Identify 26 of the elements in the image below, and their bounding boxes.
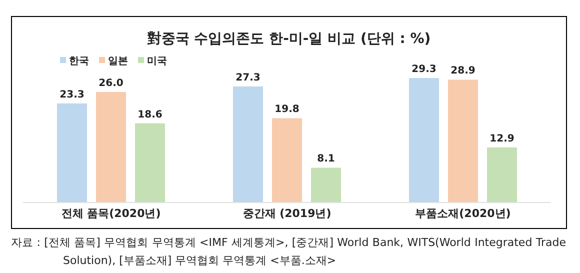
bar: [96, 92, 126, 202]
legend-label: 미국: [147, 56, 167, 67]
data-label: 29.3: [412, 64, 436, 75]
x-tick-label: 부품소재(2020년): [415, 207, 511, 220]
bar: [135, 123, 165, 202]
bar: [487, 147, 517, 202]
data-label: 27.3: [236, 72, 260, 84]
legend-label: 일본: [108, 56, 128, 67]
data-label: 26.0: [98, 78, 124, 89]
x-tick-label: 중간재 (2019년): [242, 207, 332, 220]
bar: [233, 86, 263, 202]
chart-title: 對중국 수입의존도 한-미-일 비교 (단위 : %): [146, 31, 431, 47]
bar: [311, 168, 341, 202]
data-label: 28.9: [450, 66, 476, 77]
bar: [272, 118, 302, 202]
data-label: 18.6: [138, 109, 162, 120]
data-label: 12.9: [490, 133, 514, 144]
x-tick-label: 전체 품목(2020년): [61, 207, 161, 220]
bar: [57, 103, 87, 202]
text: 자료 : [전체 품목] 무역협회 무역통계 <IMF 세계통계>, [중간재] World Bank, WITS(World Integrated Trade Solution), [부품소재] 무역협회 무역통계 <부품.소재>: [11, 235, 566, 269]
data-label: 19.8: [274, 104, 300, 116]
bar: [409, 78, 439, 202]
bar: [448, 80, 478, 202]
data-label: 8.1: [317, 154, 335, 165]
data-label: 23.3: [60, 89, 84, 100]
legend-label: 한국: [69, 56, 89, 67]
